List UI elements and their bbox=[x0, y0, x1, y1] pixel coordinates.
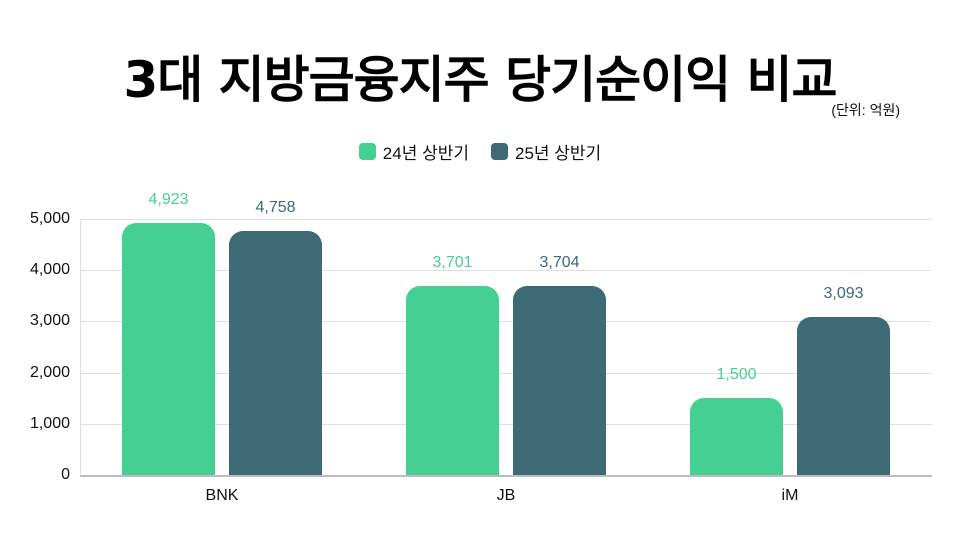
x-label-bnk: BNK bbox=[205, 487, 239, 504]
y-tick: 5,000 bbox=[29, 210, 70, 227]
bar-bnk-25h1 bbox=[229, 231, 322, 475]
y-tick: 4,000 bbox=[29, 261, 70, 278]
plot-area: 4,923 4,758 3,701 3,704 1,500 3,093 BNK … bbox=[80, 191, 932, 504]
gridline bbox=[80, 270, 932, 271]
bar-im-25h1 bbox=[797, 317, 890, 475]
x-label-jb: JB bbox=[496, 487, 516, 504]
chart-title: 3대 지방금융지주 당기순이익 비교 bbox=[123, 51, 837, 109]
gridline bbox=[80, 424, 932, 425]
value-label-im-25h1: 3,093 bbox=[823, 285, 864, 302]
value-label-jb-24h1: 3,701 bbox=[432, 254, 473, 271]
y-axis-line bbox=[80, 219, 81, 475]
y-tick: 3,000 bbox=[29, 312, 70, 329]
bar-im-24h1 bbox=[690, 398, 783, 475]
gridline bbox=[80, 321, 932, 322]
legend-swatch-24h1 bbox=[358, 143, 376, 160]
legend-item-24h1: 24년 상반기 bbox=[358, 139, 469, 164]
legend-swatch-25h1 bbox=[491, 143, 508, 160]
value-label-bnk-24h1: 4,923 bbox=[148, 191, 189, 208]
legend-item-25h1: 25년 상반기 bbox=[491, 139, 601, 164]
value-label-bnk-25h1: 4,758 bbox=[255, 199, 296, 216]
legend: 24년 상반기 25년 상반기 bbox=[0, 139, 960, 164]
value-label-jb-25h1: 3,704 bbox=[539, 254, 580, 271]
legend-label-24h1: 24년 상반기 bbox=[382, 144, 469, 163]
x-axis-line bbox=[80, 475, 932, 477]
x-label-im: iM bbox=[781, 487, 799, 504]
value-label-im-24h1: 1,500 bbox=[716, 366, 757, 383]
gridline bbox=[80, 219, 932, 220]
y-tick: 1,000 bbox=[29, 415, 70, 432]
legend-label-25h1: 25년 상반기 bbox=[515, 144, 602, 163]
bar-jb-25h1 bbox=[513, 286, 606, 475]
y-tick: 0 bbox=[61, 466, 70, 483]
bar-jb-24h1 bbox=[406, 286, 499, 475]
bar-bnk-24h1 bbox=[122, 223, 215, 475]
gridline bbox=[80, 373, 932, 374]
unit-note: (단위: 억원) bbox=[831, 102, 900, 118]
y-tick: 2,000 bbox=[29, 364, 70, 381]
